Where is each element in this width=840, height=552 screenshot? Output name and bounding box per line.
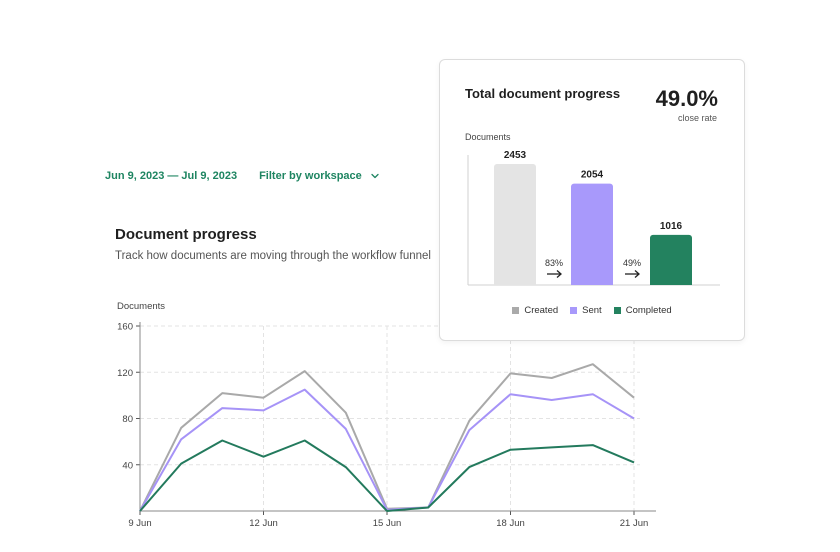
date-range-picker[interactable]: Jun 9, 2023 — Jul 9, 2023: [105, 170, 238, 182]
x-tick-label: 18 Jun: [496, 518, 525, 529]
conversion-rate-label: 83%: [545, 258, 563, 268]
bar-base-created: [494, 282, 536, 285]
x-tick-label: 15 Jun: [373, 518, 402, 529]
bar-base-completed: [650, 282, 692, 285]
arrow-right-icon: [547, 270, 562, 278]
bar-completed: [650, 234, 692, 285]
bar-chart-ylabel: Documents: [465, 132, 511, 142]
legend-swatch-sent: [570, 307, 578, 314]
filter-bar: Jun 9, 2023 — Jul 9, 2023 Filter by work…: [105, 170, 380, 182]
legend-label-sent: Sent: [582, 305, 602, 316]
chevron-down-icon: [371, 173, 379, 179]
series-line-sent: [139, 388, 635, 512]
arrow-head: [556, 270, 562, 278]
arrow-head: [634, 270, 640, 278]
y-tick-label: 120: [117, 368, 133, 379]
chart-legend: Created Sent Completed: [440, 305, 744, 316]
document-progress-line-chart: Documents 160 120 80 40 9 Jun 12 Jun 15 Jun 18 J…: [117, 301, 656, 529]
y-tick-label: 40: [122, 460, 133, 471]
series-line-completed: [139, 439, 635, 512]
legend-swatch-completed: [613, 307, 621, 314]
close-rate-caption: close rate: [677, 113, 717, 123]
section-subtitle: Track how documents are moving through t…: [115, 250, 431, 262]
conversion-rate-label: 49%: [623, 258, 641, 268]
legend-label-created: Created: [524, 305, 559, 316]
workspace-filter-dropdown[interactable]: Filter by workspace: [259, 170, 380, 182]
section-title: Document progress: [115, 226, 257, 243]
bar-value-label-completed: 1016: [660, 221, 683, 232]
x-tick-label: 9 Jun: [128, 518, 151, 529]
y-tick-label: 80: [122, 414, 133, 425]
close-rate-value: 49.0%: [655, 86, 718, 111]
bar-base-sent: [571, 282, 613, 285]
funnel-bar-chart: 2453 2054 1016 83% 49%: [467, 150, 720, 286]
arrow-right-icon: [625, 270, 640, 278]
y-axis-label: Documents: [117, 301, 165, 312]
bar-sent: [571, 183, 613, 285]
card-title: Total document progress: [465, 86, 621, 101]
legend-item-created: Created: [512, 305, 558, 316]
y-tick-label: 160: [117, 322, 133, 333]
legend-swatch-created: [512, 307, 520, 314]
total-progress-card: Total document progress 49.0% close rate…: [439, 59, 745, 341]
legend-label-completed: Completed: [625, 305, 672, 316]
x-tick-label: 21 Jun: [620, 518, 649, 529]
bar-value-label-created: 2453: [504, 150, 527, 161]
legend-item-completed: Completed: [613, 305, 672, 316]
x-tick-label: 12 Jun: [249, 518, 278, 529]
bar-value-label-sent: 2054: [581, 170, 604, 181]
workspace-filter-label: Filter by workspace: [259, 170, 362, 182]
legend-item-sent: Sent: [570, 305, 602, 316]
bar-created: [494, 164, 536, 285]
